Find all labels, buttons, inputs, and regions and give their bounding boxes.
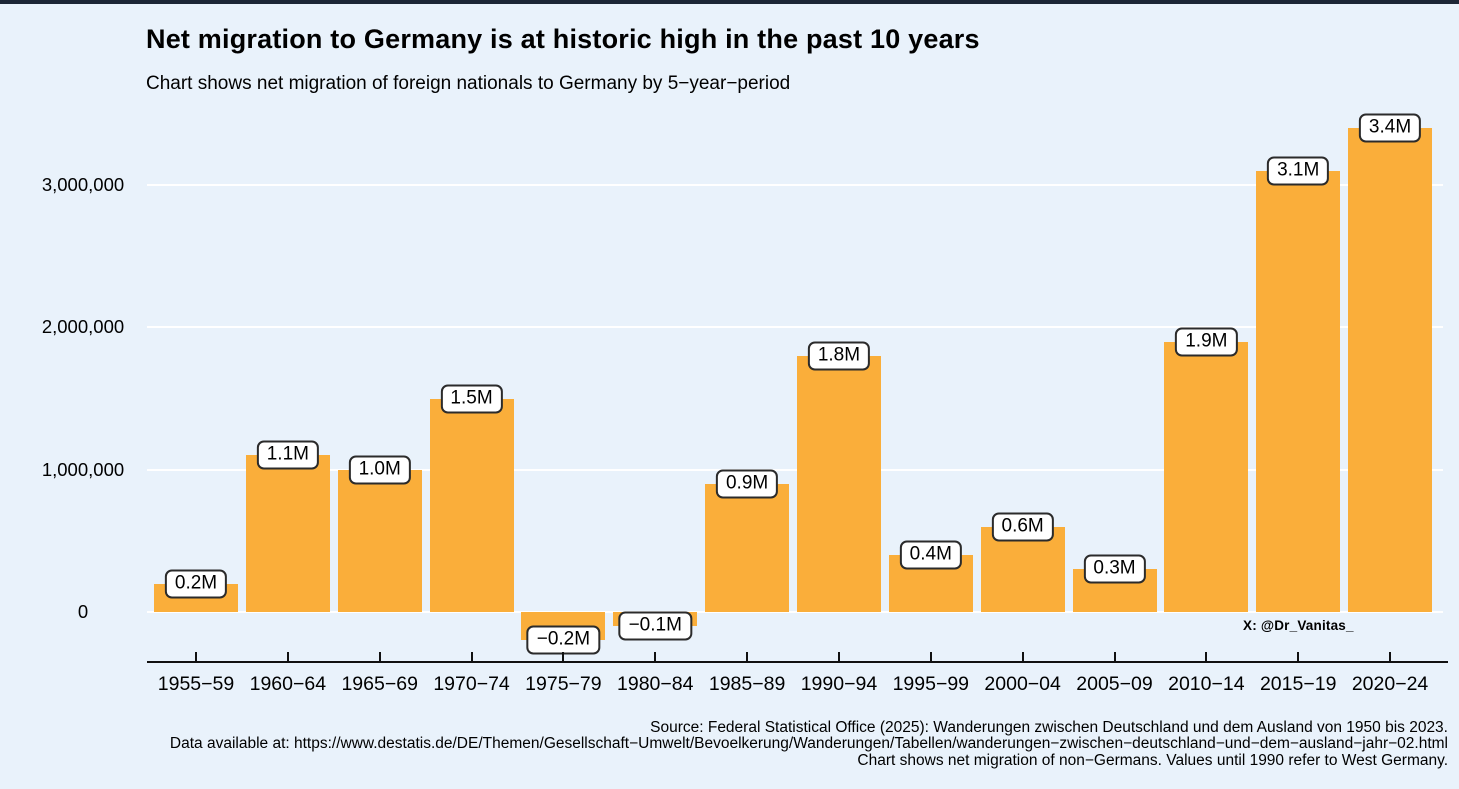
x-axis-tick — [746, 652, 749, 661]
bar-value-label: 3.1M — [1267, 156, 1330, 186]
x-axis-tick — [1113, 652, 1116, 661]
bar-value-label: 1.8M — [807, 341, 871, 371]
x-axis-tick — [1297, 652, 1300, 661]
bar-value-label: 1.5M — [440, 384, 503, 413]
x-tick-label: 2010−14 — [1168, 673, 1245, 695]
x-tick-label: 1970−74 — [433, 673, 510, 695]
x-axis-tick — [654, 652, 657, 661]
bar-value-label: 1.9M — [1175, 327, 1238, 357]
page-subtitle: Chart shows net migration of foreign nat… — [146, 73, 791, 94]
gridline-1,000,000 — [147, 468, 1443, 471]
bar-1970−74 — [429, 398, 514, 612]
source-line-1: Source: Federal Statistical Office (2025… — [650, 719, 1448, 736]
x-tick-label: 1980−84 — [617, 673, 694, 695]
x-tick-label: 2005−09 — [1076, 673, 1153, 695]
source-line-2: Data available at: https://www.destatis.… — [169, 735, 1448, 753]
x-tick-label: 1955−59 — [157, 673, 235, 695]
bar-value-label: −0.2M — [526, 625, 601, 655]
x-axis-tick — [1389, 652, 1392, 661]
x-tick-label: 1960−64 — [249, 673, 327, 695]
author-credit: X: @Dr_Vanitas_ — [1243, 618, 1354, 633]
x-axis-tick — [837, 652, 840, 661]
bar-value-label: 1.1M — [256, 440, 319, 470]
x-tick-label: 2015−19 — [1259, 673, 1337, 695]
x-tick-label: 1975−79 — [525, 673, 602, 695]
bar-2010−14 — [1164, 341, 1249, 612]
bar-value-label: 0.9M — [715, 469, 779, 499]
page-title: Net migration to Germany is at historic … — [146, 24, 980, 54]
bar-value-label: 0.3M — [1083, 554, 1146, 584]
source-caption: Source: Federal Statistical Office (2025… — [0, 719, 1448, 769]
x-axis-tick — [929, 652, 932, 661]
gridline-0 — [147, 611, 1443, 613]
gridline-3,000,000 — [147, 184, 1443, 186]
x-tick-label: 1990−94 — [800, 673, 878, 695]
bar-value-label: 0.6M — [991, 512, 1054, 542]
bar-value-label: 1.0M — [348, 455, 411, 485]
x-tick-label: 1985−89 — [708, 673, 786, 695]
bar-1990−94 — [796, 355, 881, 612]
gridline-2,000,000 — [147, 326, 1443, 329]
x-axis-tick — [470, 652, 473, 661]
x-axis-line — [147, 661, 1448, 663]
bar-value-label: 0.2M — [164, 569, 228, 599]
source-line-3: Chart shows net migration of non−Germans… — [857, 751, 1448, 769]
bar-chart: 0 1,000,000 2,000,000 3,000,000 0.2M 1.1M 1.0M… — [0, 4, 1459, 789]
y-tick-label: 3,000,000 — [41, 174, 125, 195]
y-tick-label: 0 — [77, 601, 89, 622]
bar-1985−89 — [705, 483, 790, 612]
x-axis-tick — [286, 652, 289, 661]
x-axis-tick — [195, 652, 197, 661]
x-tick-label: 1965−69 — [341, 673, 418, 695]
bar-value-label: −0.1M — [618, 611, 692, 641]
x-axis-tick — [562, 652, 565, 661]
bar-2020−24 — [1348, 128, 1433, 612]
bar-1960−64 — [245, 455, 330, 612]
bar-value-label: 3.4M — [1358, 113, 1422, 143]
x-axis-tick — [378, 652, 381, 661]
x-axis-tick — [1021, 652, 1024, 661]
x-tick-label: 2020−24 — [1351, 673, 1429, 695]
y-tick-label: 2,000,000 — [41, 316, 125, 338]
bar-2015−19 — [1256, 170, 1341, 612]
y-tick-label: 1,000,000 — [41, 458, 125, 480]
x-axis-tick — [1205, 652, 1208, 661]
x-tick-label: 2000−04 — [984, 673, 1061, 695]
bar-value-label: 0.4M — [899, 540, 962, 570]
x-tick-label: 1995−99 — [892, 673, 970, 695]
bar-1965−69 — [337, 469, 422, 612]
